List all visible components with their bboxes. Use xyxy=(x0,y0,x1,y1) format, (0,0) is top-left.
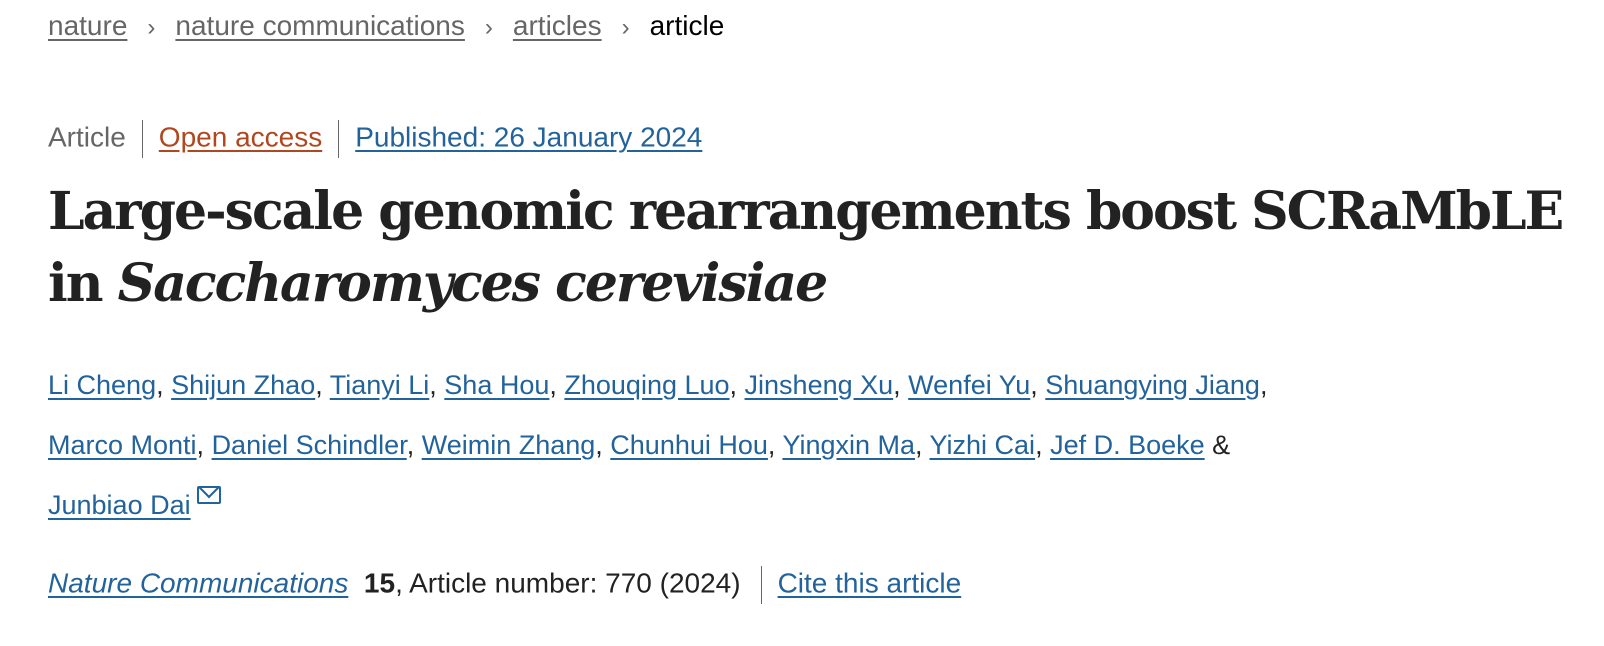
author-link[interactable]: Chunhui Hou xyxy=(610,430,768,460)
divider xyxy=(760,566,762,604)
author-link[interactable]: Li Cheng xyxy=(48,370,157,400)
author-link[interactable]: Wenfei Yu xyxy=(908,370,1031,400)
chevron-right-icon: › xyxy=(621,14,630,41)
open-access-link[interactable]: Open access xyxy=(158,121,323,153)
breadcrumb-articles[interactable]: articles xyxy=(512,10,602,41)
journal-link[interactable]: Nature Communications xyxy=(48,567,349,599)
author-list: Li Cheng, Shijun Zhao, Tianyi Li, Sha Ho… xyxy=(48,370,1268,520)
cite-this-article-link[interactable]: Cite this article xyxy=(777,567,962,599)
author-link[interactable]: Yizhi Cai xyxy=(929,430,1036,460)
article-type: Article xyxy=(48,121,126,153)
author-link[interactable]: Shuangying Jiang xyxy=(1045,370,1260,400)
author-conjunction: & xyxy=(1204,430,1231,460)
author-link[interactable]: Jinsheng Xu xyxy=(744,370,894,400)
author-link[interactable]: Daniel Schindler xyxy=(211,430,407,460)
published-date-link[interactable]: Published: 26 January 2024 xyxy=(355,121,703,153)
author-link[interactable]: Jef D. Boeke xyxy=(1050,430,1205,460)
volume: 15 xyxy=(363,567,396,599)
breadcrumb-current: article xyxy=(649,10,725,41)
citation: Nature Communications 15, Article number… xyxy=(48,566,961,604)
author-link[interactable]: Junbiao Dai xyxy=(48,490,191,520)
breadcrumb-nature[interactable]: nature xyxy=(48,10,128,41)
author-link[interactable]: Tianyi Li xyxy=(329,370,430,400)
author-link[interactable]: Yingxin Ma xyxy=(782,430,915,460)
mail-icon[interactable] xyxy=(196,486,221,504)
breadcrumb: nature › nature communications › articles › ar… xyxy=(48,10,724,42)
chevron-right-icon: › xyxy=(484,14,493,41)
page-title: Large-scale genomic rearrangements boost… xyxy=(48,181,1564,314)
divider xyxy=(338,120,340,158)
author-link[interactable]: Shijun Zhao xyxy=(171,370,316,400)
article-number: , Article number: 770 (2024) xyxy=(395,567,741,599)
article-meta: Article Open access Published: 26 January … xyxy=(48,120,702,158)
author-link[interactable]: Weimin Zhang xyxy=(421,430,596,460)
author-link[interactable]: Marco Monti xyxy=(48,430,197,460)
divider xyxy=(141,120,143,158)
breadcrumb-nature-communications[interactable]: nature communications xyxy=(175,10,465,41)
author-link[interactable]: Sha Hou xyxy=(444,370,550,400)
title-species: Saccharomyces cerevisiae xyxy=(117,253,829,314)
chevron-right-icon: › xyxy=(147,14,156,41)
author-link[interactable]: Zhouqing Luo xyxy=(564,370,730,400)
